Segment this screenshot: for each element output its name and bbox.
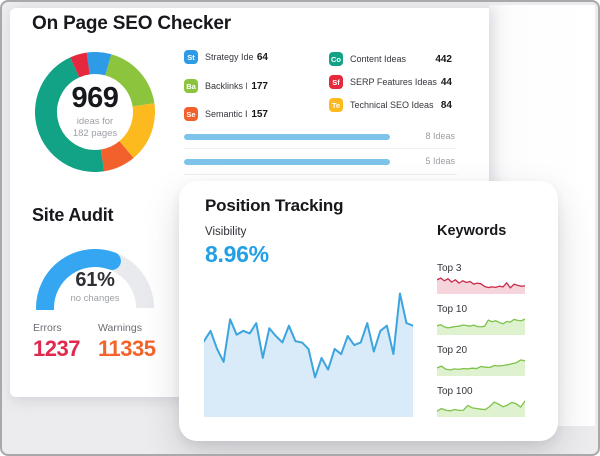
idea-label: SERP Features Ideas	[350, 77, 437, 87]
content-ideas-badge: Co	[329, 52, 343, 66]
keyword-range-label: Top 10	[437, 304, 468, 315]
errors-label: Errors	[33, 322, 62, 334]
top20-sparkline	[437, 356, 525, 376]
keyword-range-label: Top 20	[437, 345, 468, 356]
visibility-area-chart	[204, 285, 413, 417]
warnings-stat: Warnings 11335	[98, 322, 156, 362]
idea-count: 157	[251, 108, 268, 120]
gauge-percent-value: 61%	[75, 269, 115, 291]
list-item[interactable]: Co Content Ideas 442	[329, 51, 452, 67]
seo-donut-svg	[35, 52, 155, 172]
idea-label: Backlinks Ideas	[205, 81, 247, 91]
ideas-donut-chart: 969 ideas for 182 pages	[35, 52, 155, 172]
seo-checker-title: On Page SEO Checker	[32, 13, 231, 34]
top10-sparkline	[437, 315, 525, 335]
idea-label: Technical SEO Ideas	[350, 100, 434, 110]
idea-label: Strategy Ideas	[205, 52, 253, 62]
serp-features-ideas-badge: Sf	[329, 75, 343, 89]
ideas-progress-bar	[184, 159, 390, 165]
warnings-value: 11335	[98, 336, 156, 361]
site-audit-title: Site Audit	[32, 205, 114, 225]
ideas-progress-bar	[184, 134, 390, 140]
divider	[184, 174, 457, 175]
divider	[184, 148, 457, 149]
strategy-ideas-badge: St	[184, 50, 198, 64]
idea-label: Content Ideas	[350, 54, 407, 64]
gauge-center-label: 61% no changes	[36, 269, 154, 304]
list-item[interactable]: Te Technical SEO Ideas 84	[329, 97, 452, 113]
top3-sparkline	[437, 274, 525, 294]
idea-label: Semantic Ideas	[205, 109, 248, 119]
keywords-title: Keywords	[437, 223, 507, 239]
idea-count: 84	[440, 99, 452, 111]
warnings-label: Warnings	[98, 322, 142, 334]
idea-count: 177	[251, 80, 268, 92]
list-item[interactable]: Sf SERP Features Ideas 44	[329, 74, 452, 90]
donut-caption: ideas for 182 pages	[72, 116, 118, 139]
top100-sparkline	[437, 397, 525, 417]
list-item[interactable]: Se Semantic Ideas 157	[184, 106, 268, 122]
list-item[interactable]: Ba Backlinks Ideas 177	[184, 78, 268, 94]
backlinks-ideas-badge: Ba	[184, 79, 198, 93]
total-ideas-value: 969	[71, 82, 119, 114]
ideas-progress-label: 8 Ideas	[425, 131, 455, 141]
idea-count: 44	[440, 76, 452, 88]
visibility-value: 8.96%	[205, 241, 269, 267]
list-item[interactable]: St Strategy Ideas 64	[184, 49, 268, 65]
idea-count: 64	[256, 51, 268, 63]
ideas-progress-label: 5 Ideas	[425, 156, 455, 166]
gauge-caption: no changes	[70, 293, 120, 304]
keyword-range-label: Top 100	[437, 386, 473, 397]
position-tracking-title: Position Tracking	[205, 196, 344, 215]
visibility-label: Visibility	[205, 226, 247, 238]
semantic-ideas-badge: Se	[184, 107, 198, 121]
keyword-range-label: Top 3	[437, 263, 462, 274]
technical-seo-ideas-badge: Te	[329, 98, 343, 112]
errors-stat: Errors 1237	[33, 322, 80, 362]
errors-value: 1237	[33, 336, 80, 361]
position-tracking-card: Position Tracking Visibility 8.96% Keywo…	[179, 181, 558, 441]
site-audit-gauge	[36, 249, 154, 310]
idea-count: 442	[435, 53, 452, 65]
donut-center-label: 969 ideas for 182 pages	[35, 52, 155, 172]
